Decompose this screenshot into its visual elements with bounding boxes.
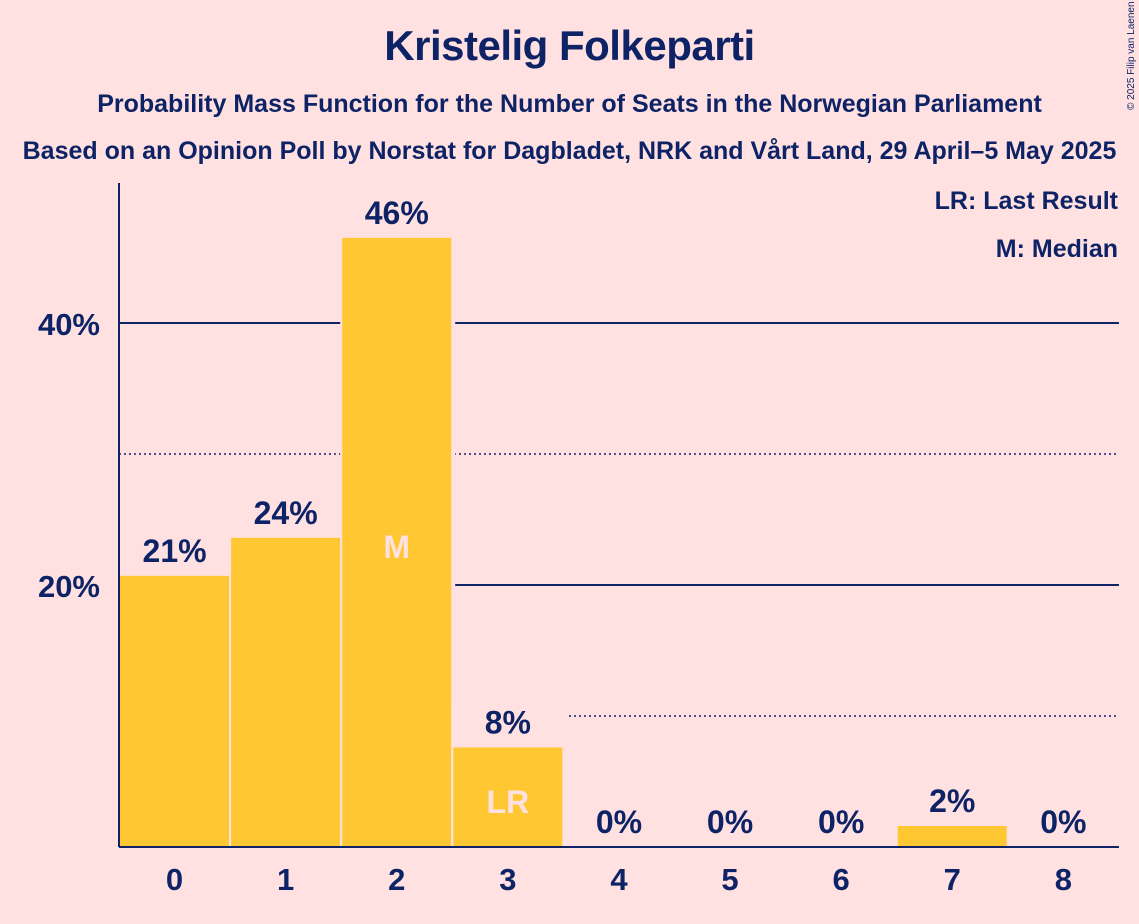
- legend-entry: M: Median: [996, 235, 1118, 263]
- legend-entry: LR: Last Result: [935, 187, 1119, 215]
- axes: [118, 183, 1119, 848]
- x-tick-label: 6: [833, 862, 850, 897]
- bar: [120, 575, 229, 847]
- x-tick-label: 8: [1055, 862, 1072, 897]
- bar-inner-label: M: [383, 529, 410, 565]
- bar: [342, 237, 452, 848]
- x-tick-label: 5: [721, 862, 738, 897]
- x-tick-label: 7: [944, 862, 961, 897]
- x-tick-label: 3: [499, 862, 516, 897]
- bar-value-label: 2%: [929, 783, 975, 819]
- chart-title: Kristelig Folkeparti: [384, 22, 755, 69]
- bar-inner-label: LR: [487, 784, 530, 820]
- bar: [231, 537, 341, 847]
- y-tick-label: 20%: [38, 569, 100, 604]
- x-tick-label: 4: [610, 862, 628, 897]
- bar-value-label: 0%: [818, 804, 864, 840]
- bar-value-label: 21%: [143, 533, 207, 569]
- bar-value-label: 24%: [254, 495, 318, 531]
- x-tick-label: 2: [388, 862, 405, 897]
- bar-value-label: 46%: [365, 195, 429, 231]
- x-tick-label: 0: [166, 862, 183, 897]
- chart-subtitle: Probability Mass Function for the Number…: [97, 90, 1042, 118]
- bars: [118, 193, 1011, 848]
- y-tick-label: 40%: [38, 307, 100, 342]
- bar-value-label: 8%: [485, 704, 531, 740]
- x-tick-label: 1: [277, 862, 294, 897]
- bar-value-label: 0%: [707, 804, 753, 840]
- bar: [453, 747, 563, 847]
- bar-value-label: 0%: [1040, 804, 1086, 840]
- bar: [897, 826, 1007, 847]
- legend: LR: Last Result M: Median: [935, 187, 1119, 263]
- chart-subtitle-source: Based on an Opinion Poll by Norstat for …: [22, 137, 1117, 165]
- bar-value-label: 0%: [596, 804, 642, 840]
